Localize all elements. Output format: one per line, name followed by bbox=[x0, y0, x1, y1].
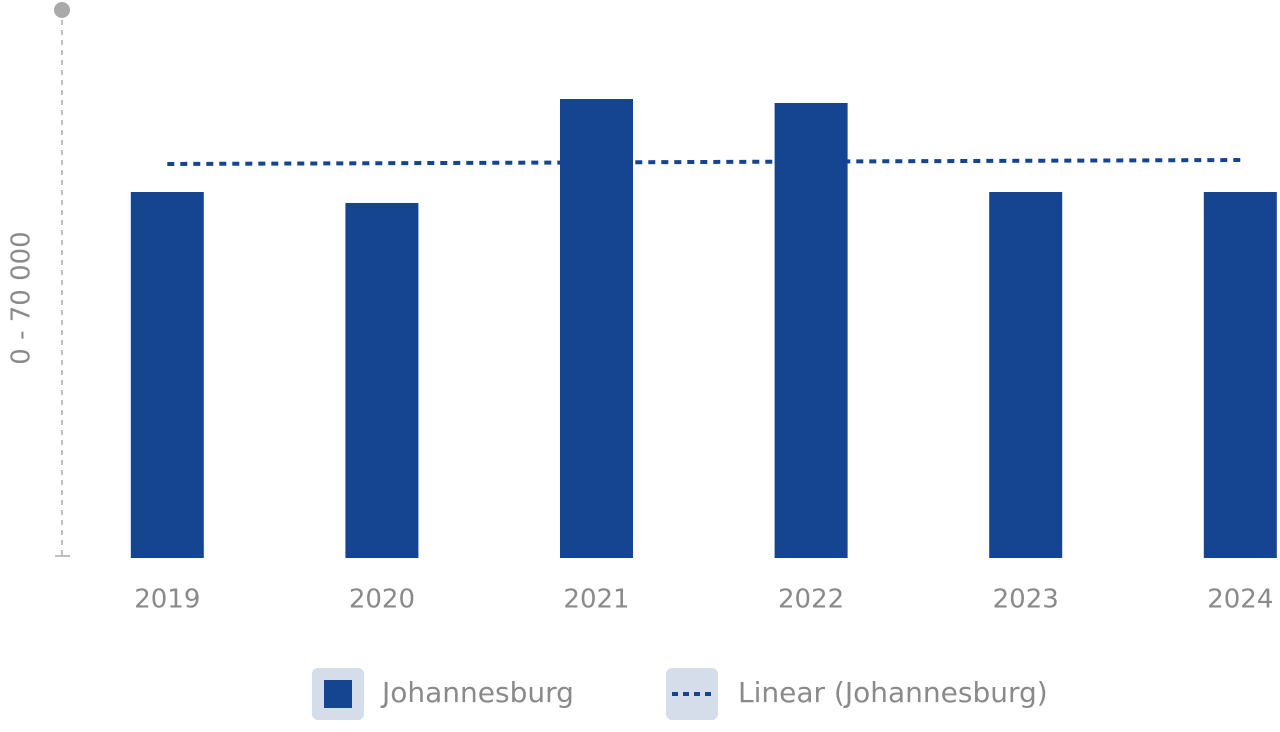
legend-label: Linear (Johannesburg) bbox=[738, 676, 1048, 709]
y-axis-cap bbox=[54, 2, 70, 18]
bar bbox=[989, 192, 1063, 558]
trend-line bbox=[167, 157, 1241, 166]
legend-label: Johannesburg bbox=[380, 676, 574, 709]
x-tick-label: 2020 bbox=[349, 585, 415, 615]
legend-swatch bbox=[324, 680, 352, 708]
bar bbox=[345, 202, 419, 558]
x-tick-label: 2024 bbox=[1207, 585, 1273, 615]
bar bbox=[774, 103, 848, 559]
bar bbox=[560, 99, 633, 558]
legend-box bbox=[666, 668, 718, 720]
bar bbox=[130, 192, 204, 558]
x-tick-label: 2023 bbox=[993, 585, 1059, 615]
bar bbox=[1203, 192, 1277, 558]
x-tick-label: 2022 bbox=[778, 585, 844, 615]
x-tick-label: 2019 bbox=[134, 585, 200, 615]
y-axis-label: 0 - 70 000 bbox=[7, 231, 37, 364]
x-tick-label: 2021 bbox=[563, 585, 629, 615]
